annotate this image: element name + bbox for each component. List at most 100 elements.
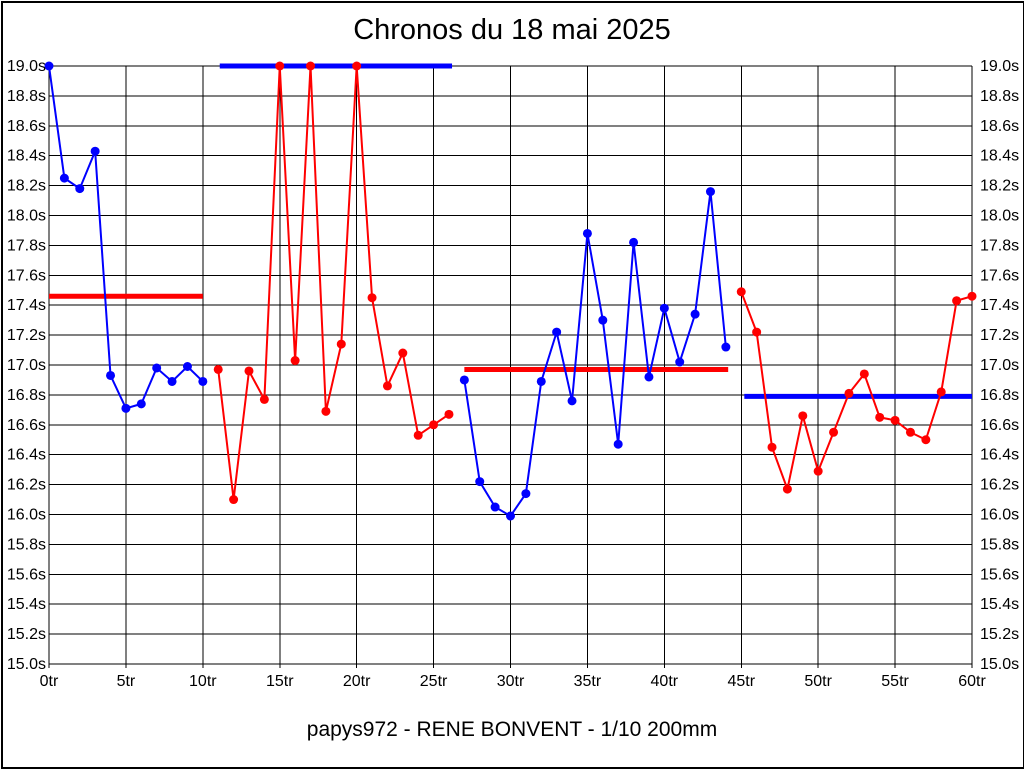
laps-serie-3-point <box>582 228 592 238</box>
y-axis-tick-label-right: 18.8s <box>980 88 1019 105</box>
y-axis-tick-label-right: 15.0s <box>980 656 1019 673</box>
laps-serie-4-point <box>752 327 762 337</box>
laps-serie-4-point <box>859 369 869 379</box>
y-axis-tick-label-left: 18.4s <box>7 148 46 165</box>
laps-serie-1-point <box>106 370 116 380</box>
laps-serie-2-point <box>275 61 285 71</box>
y-axis-tick-label-right: 17.0s <box>980 357 1019 374</box>
y-axis-tick-label-left: 17.2s <box>7 327 46 344</box>
x-axis-tick-label: 15tr <box>266 673 294 690</box>
laps-serie-3-point <box>705 187 715 197</box>
laps-serie-3-point <box>567 396 577 406</box>
laps-serie-2-point <box>321 406 331 416</box>
y-axis-tick-label-left: 15.6s <box>7 566 46 583</box>
laps-serie-4-point <box>936 387 946 397</box>
laps-serie-1-point <box>198 376 208 386</box>
laps-serie-4-point <box>767 442 777 452</box>
laps-serie-1-point <box>90 146 100 156</box>
laps-serie-1-point <box>121 403 131 413</box>
y-axis-tick-label-right: 18.0s <box>980 208 1019 225</box>
laps-serie-2-point <box>352 61 362 71</box>
y-axis-tick-label-left: 16.8s <box>7 387 46 404</box>
y-axis-tick-label-left: 18.6s <box>7 118 46 135</box>
laps-serie-2-point <box>306 61 316 71</box>
laps-serie-2-point <box>413 430 423 440</box>
x-axis-tick-label: 20tr <box>343 673 371 690</box>
laps-serie-4-point <box>905 427 915 437</box>
laps-serie-3-point <box>644 372 654 382</box>
y-axis-tick-label-right: 18.6s <box>980 118 1019 135</box>
y-axis-tick-label-left: 17.4s <box>7 297 46 314</box>
y-axis-tick-label-left: 17.0s <box>7 357 46 374</box>
y-axis-tick-label-right: 17.2s <box>980 327 1019 344</box>
chart-title: Chronos du 18 mai 2025 <box>353 14 671 46</box>
x-axis-tick-label: 30tr <box>497 673 525 690</box>
laps-serie-3-point <box>475 477 485 487</box>
y-axis-tick-label-left: 18.0s <box>7 208 46 225</box>
y-axis-tick-label-right: 18.2s <box>980 178 1019 195</box>
x-axis-tick-label: 45tr <box>727 673 755 690</box>
laps-serie-3-point <box>536 376 546 386</box>
laps-serie-1-point <box>44 61 54 71</box>
y-axis-tick-label-right: 15.8s <box>980 536 1019 553</box>
y-axis-tick-label-left: 15.2s <box>7 626 46 643</box>
laps-serie-2-point <box>444 409 454 419</box>
x-axis-tick-label: 0tr <box>40 673 59 690</box>
laps-serie-4-point <box>829 427 839 437</box>
laps-serie-2-point <box>382 381 392 391</box>
laps-serie-3-point <box>506 511 515 521</box>
y-axis-tick-label-left: 16.0s <box>7 507 46 524</box>
laps-serie-2-point <box>429 420 439 430</box>
laps-serie-3-point <box>721 342 731 352</box>
x-axis-tick-label: 40tr <box>651 673 679 690</box>
laps-serie-3-point <box>459 375 469 385</box>
laps-serie-4-point <box>736 287 746 297</box>
laps-serie-2-line <box>217 65 450 500</box>
laps-serie-1-point <box>182 361 192 371</box>
laps-serie-1-point <box>152 363 162 373</box>
y-axis-tick-label-right: 16.4s <box>980 447 1019 464</box>
y-axis-tick-label-right: 17.8s <box>980 237 1019 254</box>
laps-serie-2-point <box>213 364 223 374</box>
y-axis-tick-label-right: 15.2s <box>980 626 1019 643</box>
y-axis-tick-label-right: 17.6s <box>980 267 1019 284</box>
laps-serie-2-point <box>367 293 377 303</box>
laps-serie-1-point <box>167 376 177 386</box>
laps-serie-4-point <box>890 415 900 425</box>
laps-serie-2-point <box>290 356 300 366</box>
x-axis-tick-label: 60tr <box>958 673 986 690</box>
y-axis-tick-label-left: 16.2s <box>7 477 46 494</box>
laps-serie-2-point <box>229 495 239 505</box>
y-axis-tick-label-right: 19.0s <box>980 58 1019 75</box>
y-axis-tick-label-right: 18.4s <box>980 148 1019 165</box>
laps-serie-3-point <box>521 489 531 499</box>
laps-serie-4-point <box>782 484 792 494</box>
laps-serie-3-point <box>675 357 685 367</box>
laps-serie-3-point <box>552 327 562 337</box>
laps-serie-3-point <box>629 237 639 247</box>
y-axis-tick-label-right: 16.2s <box>980 477 1019 494</box>
y-axis-tick-label-left: 15.0s <box>7 656 46 673</box>
chart-caption: papys972 - RENE BONVENT - 1/10 200mm <box>306 718 718 741</box>
y-axis-tick-label-right: 15.4s <box>980 596 1019 613</box>
y-axis-tick-label-left: 16.4s <box>7 447 46 464</box>
laps-serie-2-point <box>259 394 269 404</box>
laps-serie-3-line <box>463 191 727 518</box>
laps-serie-4-point <box>952 296 962 306</box>
x-axis-tick-label: 5tr <box>117 673 136 690</box>
y-axis-tick-label-right: 16.0s <box>980 507 1019 524</box>
laps-serie-3-point <box>490 502 500 512</box>
y-axis-tick-label-left: 17.6s <box>7 267 46 284</box>
x-axis-tick-label: 10tr <box>189 673 217 690</box>
y-axis-tick-label-left: 15.8s <box>7 536 46 553</box>
x-axis-tick-label: 50tr <box>804 673 832 690</box>
y-axis-tick-label-left: 16.6s <box>7 417 46 434</box>
laps-serie-4-point <box>921 435 931 445</box>
x-axis-tick-label: 25tr <box>420 673 448 690</box>
laps-serie-3-point <box>598 315 608 325</box>
laps-serie-1-point <box>75 184 85 194</box>
y-axis-tick-label-right: 16.6s <box>980 417 1019 434</box>
x-axis-tick-label: 55tr <box>881 673 909 690</box>
y-axis-tick-label-left: 19.0s <box>7 58 46 75</box>
